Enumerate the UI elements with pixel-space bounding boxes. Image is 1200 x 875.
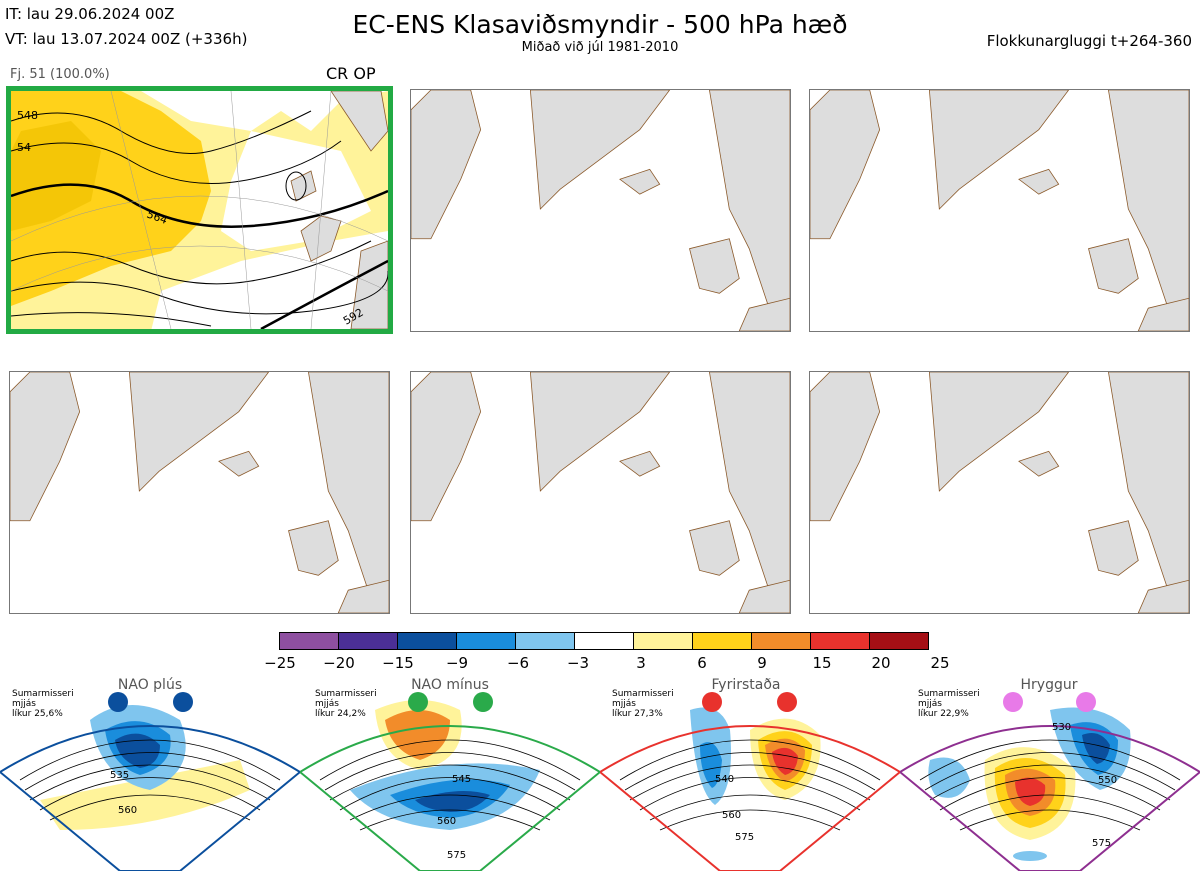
cluster-map-4[interactable]	[9, 371, 390, 614]
regime-contour-label: 550	[1098, 775, 1117, 786]
colorbar-box	[810, 632, 870, 650]
regime-dot	[473, 692, 493, 712]
regime-map-svg: 545 560 575	[298, 692, 602, 872]
colorbar-tick: 25	[930, 654, 950, 672]
regime-map-blocking[interactable]: 540 560 575	[598, 690, 902, 872]
empty-map-svg	[10, 372, 389, 613]
regime-contour-label: 575	[1092, 838, 1111, 849]
colorbar-tick: −20	[323, 654, 355, 672]
regime-dot	[1076, 692, 1096, 712]
regime-dot	[108, 692, 128, 712]
contour-label-548: 548	[17, 109, 38, 122]
colorbar-box	[279, 632, 339, 650]
colorbar-box	[456, 632, 516, 650]
regime-name-nao-minus: NAO mínus	[411, 677, 489, 693]
colorbar-box	[692, 632, 752, 650]
regime-contour-label: 575	[447, 850, 466, 861]
empty-map-svg	[810, 90, 1189, 331]
valid-time: VT: lau 13.07.2024 00Z (+336h)	[5, 30, 248, 48]
regime-dot	[173, 692, 193, 712]
colorbar-box	[869, 632, 929, 650]
regime-contour-label: 560	[722, 810, 741, 821]
regime-name-blocking: Fyrirstaða	[711, 677, 781, 693]
colorbar-tick: −3	[566, 654, 590, 672]
regime-dot	[777, 692, 797, 712]
regime-map-svg: 530 550 575	[898, 692, 1200, 872]
classification-window: Flokkunargluggi t+264-360	[986, 32, 1192, 50]
colorbar-tick: −15	[382, 654, 414, 672]
regime-map-svg: 535 560	[0, 692, 302, 872]
contour-label-54: 54	[17, 141, 31, 154]
empty-map-svg	[810, 372, 1189, 613]
regime-map-nao-minus[interactable]: 545 560 575	[298, 690, 602, 872]
colorbar-tick: 20	[871, 654, 891, 672]
empty-map-svg	[411, 372, 790, 613]
regime-contour-label: 575	[735, 832, 754, 843]
colorbar-tick: 6	[697, 654, 707, 672]
regime-note-blocking: Sumarmisseri mjjás líkur 27,3%	[612, 689, 674, 719]
cluster-map-2[interactable]	[410, 89, 791, 332]
cluster-map-svg: 548 564 592 54	[11, 91, 388, 329]
regime-name-ridge: Hryggur	[1020, 677, 1078, 693]
colorbar-box	[397, 632, 457, 650]
colorbar-tick: −25	[264, 654, 296, 672]
cluster-map-3[interactable]	[809, 89, 1190, 332]
colorbar-tick: 9	[757, 654, 767, 672]
anomaly-colorbar	[279, 632, 929, 650]
colorbar-tick: 15	[812, 654, 832, 672]
initial-time: IT: lau 29.06.2024 00Z	[5, 5, 175, 23]
regime-contour-label: 540	[715, 774, 734, 785]
regime-name-nao-plus: NAO plús	[117, 677, 183, 693]
page-subtitle: Miðað við júl 1981-2010	[521, 40, 679, 55]
regime-map-nao-plus[interactable]: 535 560	[0, 690, 302, 872]
regime-map-ridge[interactable]: 530 550 575	[898, 690, 1200, 872]
colorbar-box	[751, 632, 811, 650]
cluster-map-6[interactable]	[809, 371, 1190, 614]
colorbar-tick: 3	[636, 654, 646, 672]
cluster-label: Fj. 51 (100.0%)	[10, 67, 110, 82]
cluster-tag: CR OP	[326, 64, 376, 83]
regime-dot	[1003, 692, 1023, 712]
colorbar-box	[338, 632, 398, 650]
regime-dot	[408, 692, 428, 712]
colorbar-tick: −6	[506, 654, 530, 672]
colorbar-tick: −9	[445, 654, 469, 672]
regime-contour-label: 545	[452, 774, 471, 785]
regime-dot	[702, 692, 722, 712]
regime-note-nao-minus: Sumarmisseri mjjás líkur 24,2%	[315, 689, 377, 719]
regime-contour-label: 535	[110, 770, 129, 781]
colorbar-ticks: −25 −20 −15 −9 −6 −3 3 6 9 15 20 25	[264, 654, 949, 674]
cluster-map-5[interactable]	[410, 371, 791, 614]
regime-contour-label: 530	[1052, 722, 1071, 733]
colorbar-box	[515, 632, 575, 650]
colorbar-box	[633, 632, 693, 650]
colorbar-box	[574, 632, 634, 650]
regime-contour-label: 560	[118, 805, 137, 816]
regime-map-svg: 540 560 575	[598, 692, 902, 872]
cluster-map-1[interactable]: 548 564 592 54	[6, 86, 393, 334]
regime-note-ridge: Sumarmisseri mjjás líkur 22,9%	[918, 689, 980, 719]
regime-contour-label: 560	[437, 816, 456, 827]
page-title: EC-ENS Klasaviðsmyndir - 500 hPa hæð	[352, 10, 848, 39]
empty-map-svg	[411, 90, 790, 331]
regime-note-nao-plus: Sumarmisseri mjjás líkur 25,6%	[12, 689, 74, 719]
